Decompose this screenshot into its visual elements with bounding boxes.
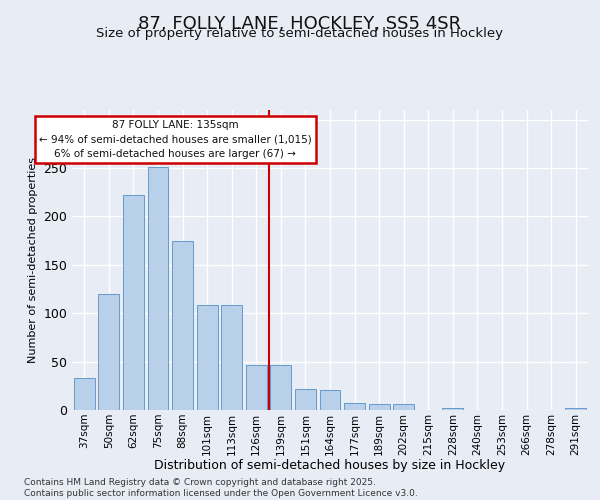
Bar [98,294,119,410]
Bar [442,408,463,410]
Bar [197,304,218,410]
Bar [565,408,586,410]
X-axis label: Distribution of semi-detached houses by size in Hockley: Distribution of semi-detached houses by … [154,459,506,472]
Bar [246,366,267,410]
Text: 87 FOLLY LANE: 135sqm
← 94% of semi-detached houses are smaller (1,015)
6% of se: 87 FOLLY LANE: 135sqm ← 94% of semi-deta… [39,120,311,160]
Bar [172,240,193,410]
Bar [320,390,340,410]
Bar [295,388,316,410]
Text: 87, FOLLY LANE, HOCKLEY, SS5 4SR: 87, FOLLY LANE, HOCKLEY, SS5 4SR [139,15,461,33]
Bar [148,167,169,410]
Bar [368,404,389,410]
Bar [123,195,144,410]
Bar [271,366,292,410]
Text: Contains HM Land Registry data © Crown copyright and database right 2025.
Contai: Contains HM Land Registry data © Crown c… [24,478,418,498]
Bar [393,404,414,410]
Bar [74,378,95,410]
Bar [344,403,365,410]
Y-axis label: Number of semi-detached properties: Number of semi-detached properties [28,157,38,363]
Bar [221,304,242,410]
Text: Size of property relative to semi-detached houses in Hockley: Size of property relative to semi-detach… [97,28,503,40]
